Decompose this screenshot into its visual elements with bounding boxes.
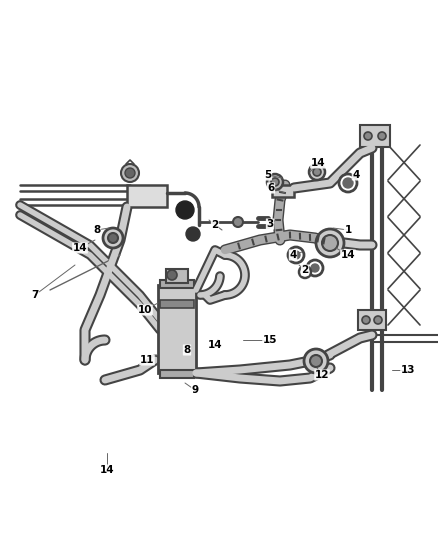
Circle shape (343, 178, 353, 188)
Text: 4: 4 (290, 250, 297, 260)
Circle shape (186, 227, 200, 241)
Circle shape (176, 201, 194, 219)
Circle shape (364, 132, 372, 140)
Text: 6: 6 (267, 183, 275, 193)
Bar (360, 125, 390, 147)
Text: 2: 2 (301, 265, 309, 275)
Circle shape (316, 229, 344, 257)
Text: 8: 8 (184, 345, 191, 355)
Text: 5: 5 (265, 170, 272, 180)
Bar (160, 300, 194, 308)
Circle shape (378, 132, 386, 140)
Text: 14: 14 (73, 243, 87, 253)
Text: 12: 12 (315, 370, 329, 380)
Circle shape (288, 247, 304, 263)
Text: 14: 14 (341, 250, 355, 260)
Bar (272, 185, 294, 197)
Bar (160, 280, 194, 288)
Text: 14: 14 (311, 158, 325, 168)
Circle shape (322, 235, 338, 251)
Circle shape (125, 168, 135, 178)
Circle shape (103, 228, 123, 248)
Circle shape (267, 174, 283, 190)
Circle shape (339, 174, 357, 192)
Circle shape (362, 316, 370, 324)
Circle shape (309, 164, 325, 180)
Bar (127, 185, 167, 207)
Text: 4: 4 (352, 170, 360, 180)
Circle shape (233, 217, 243, 227)
Bar (160, 370, 194, 378)
Circle shape (304, 349, 328, 373)
Circle shape (310, 355, 322, 367)
Text: 11: 11 (140, 355, 154, 365)
Text: 2: 2 (212, 220, 219, 230)
Bar (166, 269, 188, 283)
Circle shape (311, 264, 319, 272)
Bar (158, 285, 196, 373)
Circle shape (121, 164, 139, 182)
Circle shape (292, 251, 300, 259)
Text: 9: 9 (191, 385, 198, 395)
Circle shape (313, 168, 321, 176)
Circle shape (307, 260, 323, 276)
Text: 14: 14 (208, 340, 223, 350)
Circle shape (299, 266, 311, 278)
Text: 15: 15 (263, 335, 277, 345)
Circle shape (108, 233, 118, 243)
Text: 10: 10 (138, 305, 152, 315)
Text: 1: 1 (344, 225, 352, 235)
Text: 13: 13 (401, 365, 415, 375)
Text: 8: 8 (93, 225, 101, 235)
Circle shape (271, 178, 279, 186)
Bar (358, 310, 386, 330)
Text: 7: 7 (31, 290, 39, 300)
Text: 3: 3 (266, 219, 274, 229)
Circle shape (374, 316, 382, 324)
Text: 14: 14 (100, 465, 114, 475)
Circle shape (167, 270, 177, 280)
